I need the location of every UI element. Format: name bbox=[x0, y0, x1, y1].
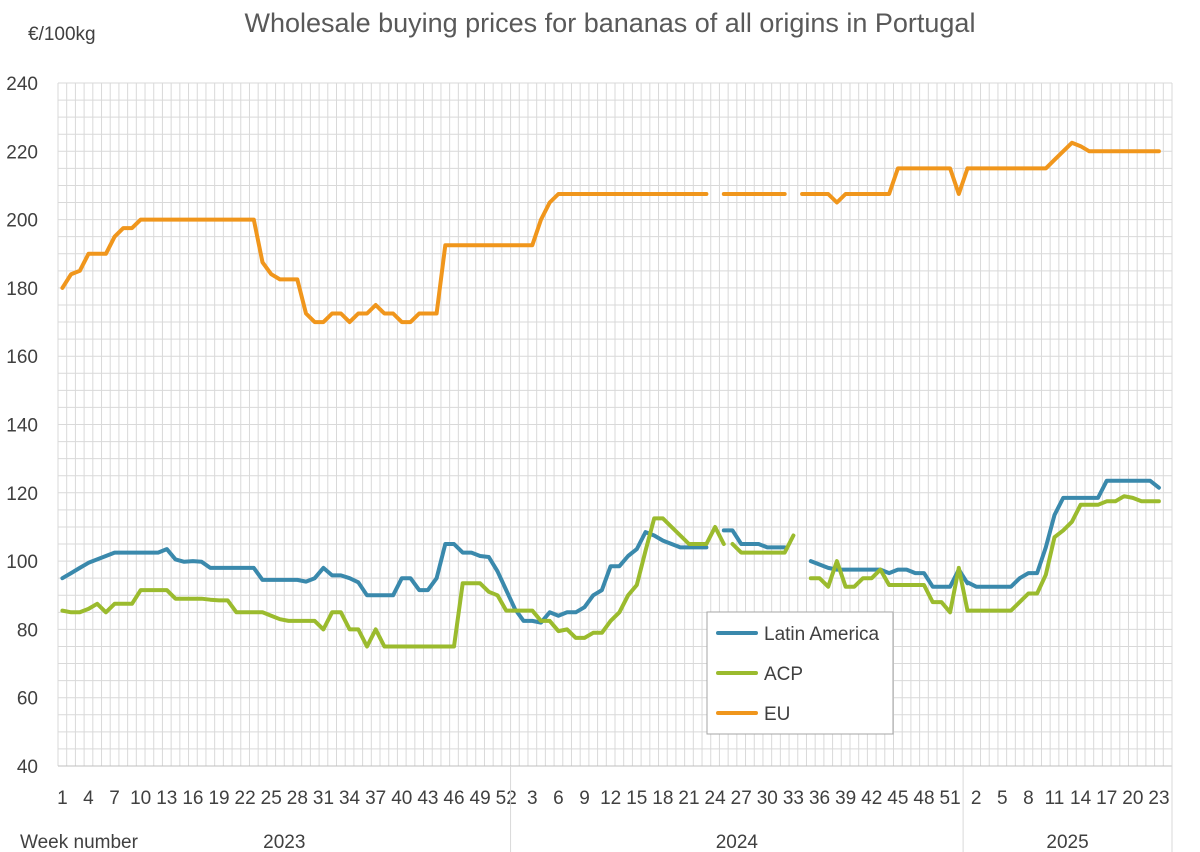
x-tick-label: 5 bbox=[997, 788, 1008, 809]
y-tick-label: 80 bbox=[17, 620, 38, 641]
chart-title: Wholesale buying prices for bananas of a… bbox=[245, 8, 976, 38]
y-tick-label: 40 bbox=[17, 757, 38, 778]
series-line bbox=[808, 559, 970, 589]
x-axis-ticks: 1 4 7 10 13 16 19 22 25 28 31 34 37 40 43 46 49 52 3 6 9 12 15… bbox=[57, 788, 1169, 809]
year-label: 2024 bbox=[716, 832, 759, 852]
y-tick-label: 180 bbox=[6, 279, 38, 300]
y-axis-ticks: 40 60 80 100 120 140 160 180 200 220 240 bbox=[6, 74, 38, 778]
x-tick-label: 27 bbox=[731, 788, 752, 809]
legend-label: Latin America bbox=[764, 624, 880, 645]
series-line bbox=[730, 533, 796, 555]
x-axis-title: Week number bbox=[20, 832, 139, 852]
y-tick-label: 220 bbox=[6, 142, 38, 163]
x-tick-label: 15 bbox=[626, 788, 647, 809]
year-axis: 2023 2024 2025 bbox=[58, 83, 1173, 852]
x-tick-label: 39 bbox=[835, 788, 856, 809]
x-tick-label: 30 bbox=[757, 788, 778, 809]
x-tick-label: 52 bbox=[496, 788, 517, 809]
x-tick-label: 4 bbox=[83, 788, 94, 809]
series-line bbox=[965, 140, 1161, 171]
y-tick-label: 60 bbox=[17, 689, 38, 710]
x-tick-label: 43 bbox=[417, 788, 438, 809]
x-tick-label: 16 bbox=[182, 788, 203, 809]
x-tick-label: 33 bbox=[783, 788, 804, 809]
x-tick-label: 7 bbox=[109, 788, 120, 809]
x-tick-label: 6 bbox=[553, 788, 564, 809]
series-eu bbox=[60, 140, 1161, 325]
x-tick-label: 9 bbox=[579, 788, 590, 809]
x-tick-label: 13 bbox=[156, 788, 177, 809]
x-tick-label: 22 bbox=[235, 788, 256, 809]
x-tick-label: 12 bbox=[600, 788, 621, 809]
series-line bbox=[965, 494, 1161, 613]
x-tick-label: 46 bbox=[443, 788, 464, 809]
series-line bbox=[800, 166, 970, 205]
x-tick-label: 51 bbox=[940, 788, 961, 809]
y-axis-title: €/100kg bbox=[28, 24, 96, 45]
series-line bbox=[60, 192, 709, 325]
x-tick-label: 25 bbox=[261, 788, 282, 809]
x-tick-label: 48 bbox=[913, 788, 934, 809]
series-acp bbox=[60, 494, 1161, 649]
x-tick-label: 18 bbox=[652, 788, 673, 809]
y-tick-label: 100 bbox=[6, 552, 38, 573]
y-tick-label: 120 bbox=[6, 484, 38, 505]
x-tick-label: 45 bbox=[887, 788, 908, 809]
x-tick-label: 8 bbox=[1023, 788, 1034, 809]
year-label: 2023 bbox=[263, 832, 305, 852]
x-tick-label: 31 bbox=[313, 788, 334, 809]
x-tick-label: 21 bbox=[678, 788, 699, 809]
y-tick-label: 200 bbox=[6, 211, 38, 232]
series-line bbox=[60, 530, 709, 625]
x-tick-label: 11 bbox=[1045, 788, 1065, 809]
y-tick-label: 140 bbox=[6, 416, 38, 437]
series-lines bbox=[60, 140, 1161, 649]
x-tick-label: 10 bbox=[130, 788, 151, 809]
series-line bbox=[721, 528, 787, 550]
x-tick-label: 34 bbox=[339, 788, 361, 809]
y-tick-label: 160 bbox=[6, 347, 38, 368]
x-tick-label: 2 bbox=[971, 788, 982, 809]
x-tick-label: 37 bbox=[365, 788, 386, 809]
year-label: 2025 bbox=[1046, 832, 1088, 852]
x-tick-label: 20 bbox=[1122, 788, 1143, 809]
legend-label: ACP bbox=[764, 664, 803, 685]
x-tick-label: 19 bbox=[208, 788, 229, 809]
legend: Latin America ACP EU bbox=[706, 611, 894, 735]
x-tick-label: 1 bbox=[57, 788, 68, 809]
series-line bbox=[965, 478, 1161, 589]
x-tick-label: 14 bbox=[1070, 788, 1092, 809]
series-latin-america bbox=[60, 478, 1161, 625]
x-tick-label: 49 bbox=[470, 788, 491, 809]
series-line bbox=[808, 559, 970, 615]
gridlines bbox=[57, 82, 1173, 767]
x-tick-label: 28 bbox=[287, 788, 308, 809]
series-line bbox=[60, 516, 726, 649]
x-tick-label: 24 bbox=[705, 788, 727, 809]
x-tick-label: 23 bbox=[1148, 788, 1169, 809]
x-tick-label: 17 bbox=[1096, 788, 1117, 809]
x-tick-label: 36 bbox=[809, 788, 830, 809]
legend-label: EU bbox=[764, 704, 790, 725]
x-tick-label: 3 bbox=[527, 788, 538, 809]
x-tick-label: 40 bbox=[391, 788, 412, 809]
y-tick-label: 240 bbox=[6, 74, 38, 95]
x-tick-label: 42 bbox=[861, 788, 882, 809]
